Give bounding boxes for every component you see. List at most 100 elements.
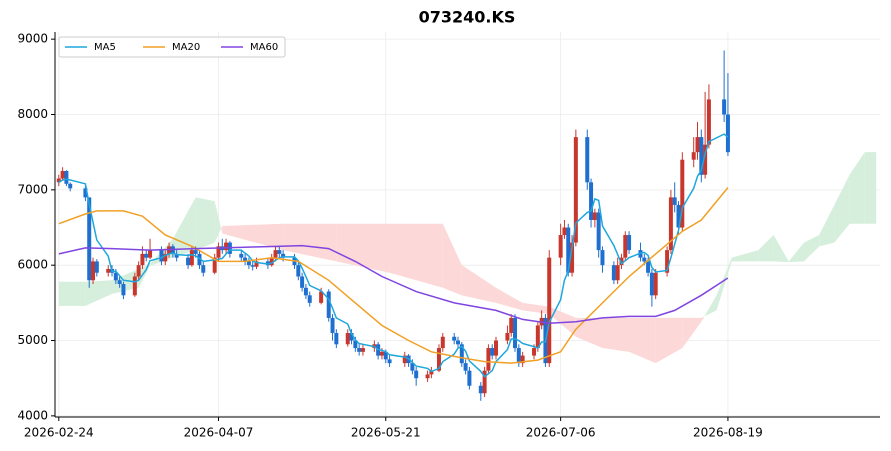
cloud — [758, 235, 774, 262]
candle-body — [619, 257, 624, 266]
candle-body — [505, 332, 510, 341]
candle-body — [360, 348, 365, 352]
candle-body — [94, 261, 99, 273]
candle-body — [725, 114, 730, 153]
candle-body — [570, 242, 575, 273]
candle-body — [467, 370, 472, 386]
cloud — [701, 316, 705, 322]
candle-body — [703, 144, 708, 175]
candle-body — [440, 336, 445, 349]
candle-body — [623, 235, 628, 258]
candle-body — [269, 257, 274, 266]
cloud — [602, 317, 630, 352]
cloud — [704, 295, 717, 317]
cloud — [112, 268, 139, 294]
candle-body — [254, 261, 259, 267]
cloud — [58, 281, 86, 306]
x-tick-label: 2026-02-24 — [24, 426, 94, 440]
candle-body — [193, 250, 198, 254]
candle-body — [547, 257, 552, 364]
candle-body — [459, 344, 464, 364]
candle-body — [60, 171, 65, 179]
cloud — [629, 317, 656, 364]
candle-body — [611, 265, 616, 281]
candle-body — [296, 265, 301, 277]
candle-body — [646, 261, 651, 273]
candle-body — [383, 351, 388, 360]
candle-body — [117, 280, 122, 285]
candle-body — [600, 250, 605, 266]
candle-body — [429, 370, 434, 375]
cloud — [773, 235, 789, 263]
cloud — [389, 223, 443, 288]
candle-body — [303, 287, 308, 296]
candle-body — [425, 374, 430, 379]
cloud — [195, 197, 215, 251]
candle-body — [91, 261, 96, 281]
candle-body — [627, 235, 632, 251]
cloud — [731, 250, 759, 262]
candle-body — [680, 159, 685, 228]
candle-body — [379, 351, 384, 356]
candle-body — [334, 332, 339, 345]
cloud — [834, 174, 850, 243]
candle-body — [482, 370, 487, 394]
candle-body — [566, 227, 571, 273]
x-tick-label: 2026-05-21 — [351, 426, 421, 440]
candle-body — [326, 291, 331, 318]
candle-body — [596, 212, 601, 251]
candle-body — [345, 332, 350, 345]
candle-body — [592, 212, 597, 220]
legend-label: MA60 — [250, 42, 278, 53]
candle-body — [68, 183, 73, 189]
candle-body — [170, 246, 175, 254]
candle-body — [585, 137, 590, 183]
chart-title: 073240.KS — [419, 8, 516, 27]
candle-body — [699, 137, 704, 175]
candle-body — [140, 253, 145, 266]
cloud — [819, 204, 835, 247]
candle-body — [562, 227, 567, 236]
candle-body — [250, 265, 255, 267]
candle-body — [144, 253, 149, 258]
candle-body — [159, 250, 164, 262]
cloud — [575, 317, 603, 349]
candle-body — [722, 99, 727, 115]
candle-body — [452, 336, 457, 341]
candle-body — [106, 268, 111, 273]
candle-body — [402, 355, 407, 364]
candle-body — [509, 317, 514, 333]
cloud — [85, 280, 113, 306]
cloud — [283, 223, 337, 262]
candle-body — [706, 99, 711, 145]
cloud — [788, 242, 804, 263]
candle-body — [691, 152, 696, 160]
cloud — [849, 152, 865, 224]
candle-body — [672, 197, 677, 205]
x-tick-label: 2026-04-07 — [184, 426, 254, 440]
candle-body — [201, 265, 206, 273]
ma-line — [58, 244, 729, 324]
candle-body — [558, 235, 563, 258]
cloud — [138, 263, 151, 288]
candle-body — [307, 295, 312, 303]
candle-body — [216, 246, 221, 258]
candle-body — [83, 188, 88, 198]
candle-body — [163, 253, 168, 262]
x-tick-label: 2026-07-06 — [526, 426, 596, 440]
cloud — [682, 317, 702, 349]
candle-body — [113, 272, 118, 281]
candle-body — [212, 257, 217, 273]
candle-body — [668, 197, 673, 251]
y-tick-label: 6000 — [17, 258, 48, 272]
candle-body — [174, 253, 179, 258]
candle-body — [573, 137, 578, 243]
y-tick-label: 8000 — [17, 107, 48, 121]
candle-body — [353, 340, 358, 349]
candle-body — [490, 348, 495, 356]
candle-body — [695, 137, 700, 153]
candle-body — [224, 242, 229, 251]
candle-body — [87, 197, 92, 281]
candle-body — [494, 340, 499, 356]
